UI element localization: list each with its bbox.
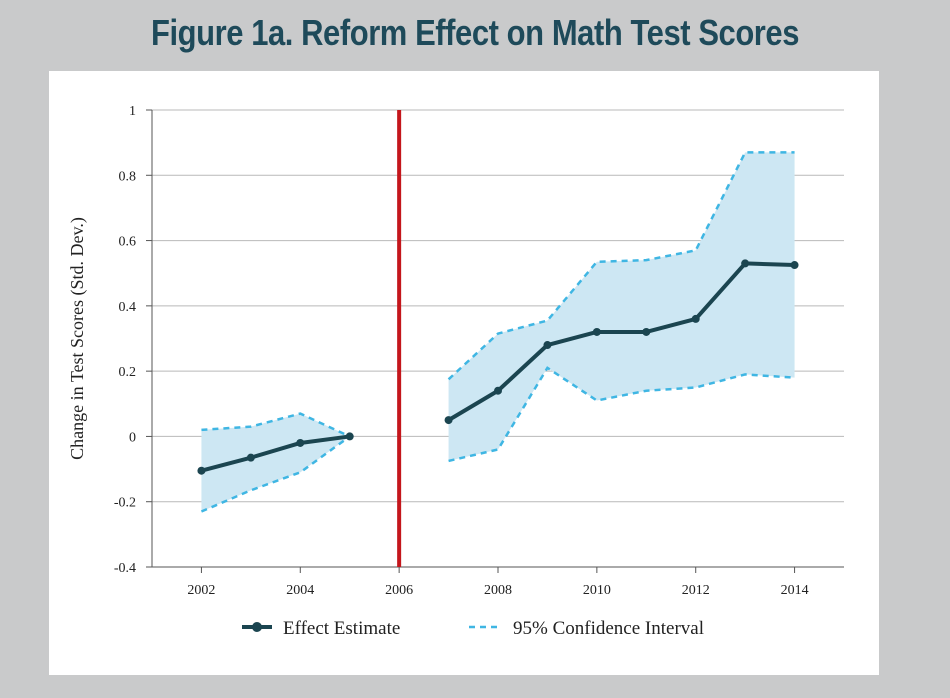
estimate-point	[296, 438, 305, 447]
x-tick-label: 2014	[781, 583, 809, 598]
ci-lower-line	[448, 366, 795, 463]
y-tick-label: 1	[129, 104, 136, 119]
estimate-point	[642, 327, 651, 336]
estimate-point	[345, 432, 354, 441]
y-tick-label: 0	[129, 430, 136, 445]
x-tick-label: 2002	[187, 583, 215, 598]
estimate-point	[543, 341, 552, 350]
estimate-point	[691, 314, 700, 323]
x-tick-label: 2012	[682, 583, 710, 598]
chart-svg: -0.4 -0.2 0 0.2 0.4 0.6 0.8 1 2002 2004 2006 2008 20…	[67, 104, 844, 639]
y-axis-title: Change in Test Scores (Std. Dev.)	[67, 217, 88, 460]
figure-title: Figure 1a. Reform Effect on Math Test Sc…	[150, 12, 800, 53]
legend-estimate-marker	[252, 622, 262, 632]
estimate-point	[197, 466, 206, 475]
ci-upper-line	[201, 412, 351, 438]
y-tick-label: 0.2	[119, 365, 137, 380]
ci-band	[448, 152, 795, 461]
y-tick-label: 0.4	[119, 300, 137, 315]
ci-upper-line	[447, 151, 795, 381]
legend-ci-label: 95% Confidence Interval	[513, 618, 704, 639]
x-tick-label: 2010	[583, 583, 611, 598]
y-tick-label: 0.6	[119, 235, 137, 250]
y-tick-label: 0.8	[119, 169, 137, 184]
estimate-point	[246, 453, 255, 462]
y-tick-label: -0.4	[114, 561, 136, 576]
y-tick-label: -0.2	[114, 496, 136, 511]
estimate-line	[447, 261, 795, 422]
legend-estimate-label: Effect Estimate	[283, 618, 400, 639]
ci-band	[201, 413, 350, 512]
x-tick-label: 2004	[286, 583, 314, 598]
estimate-line	[200, 434, 350, 473]
ci-lower-line	[200, 435, 351, 513]
x-tick-label: 2008	[484, 583, 512, 598]
estimate-point	[741, 259, 750, 268]
x-tick-label: 2006	[385, 583, 413, 598]
estimate-point	[592, 327, 601, 336]
estimate-point	[444, 416, 453, 425]
chart-panel: -0.4 -0.2 0 0.2 0.4 0.6 0.8 1 2002 2004 2006 2008 20…	[49, 71, 879, 675]
estimate-point	[494, 386, 502, 395]
estimate-point	[790, 261, 799, 270]
